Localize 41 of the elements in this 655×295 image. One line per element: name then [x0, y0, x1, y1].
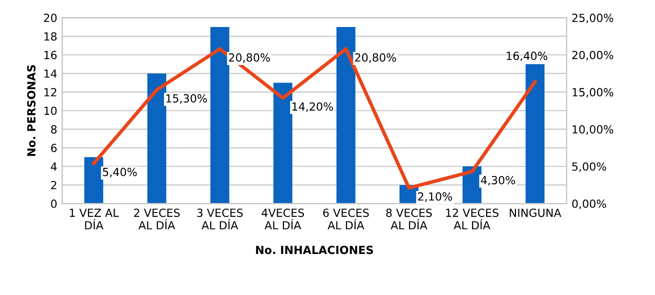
- data-label: 15,30%: [166, 94, 207, 104]
- bar: [273, 82, 292, 204]
- bar: [147, 73, 166, 204]
- x-axis-title: No. INHALACIONES: [256, 246, 373, 254]
- data-label: 16,40%: [506, 52, 548, 62]
- y-tick-label: 8: [51, 125, 57, 134]
- x-tick-label: 2 VECES AL DÍA: [134, 208, 180, 230]
- x-tick-label: 3 VECES AL DÍA: [197, 208, 243, 230]
- y-tick-label: 18: [44, 32, 57, 41]
- y-tick-label: 20: [44, 14, 57, 22]
- y2-tick-label: 20,00%: [572, 50, 614, 60]
- y-axis-title: No. PERSONAS: [27, 65, 36, 156]
- data-label: 20,80%: [228, 53, 270, 63]
- data-label: 20,80%: [355, 53, 396, 63]
- data-label: 4,30%: [480, 176, 516, 186]
- y-tick-label: 0: [51, 200, 57, 208]
- y-tick-label: 10: [44, 106, 57, 116]
- x-tick-label: NINGUNA: [510, 208, 562, 218]
- data-label: 5,40%: [102, 168, 137, 178]
- bar: [210, 26, 230, 204]
- x-tick-label: 12 VECES AL DÍA: [446, 208, 498, 230]
- y-tick-label: 12: [44, 88, 56, 96]
- y2-tick-label: 5,00%: [572, 162, 606, 172]
- data-label: 2,10%: [418, 192, 452, 202]
- y-tick-label: 14: [44, 70, 57, 78]
- bar: [336, 26, 356, 204]
- y-tick-label: 16: [44, 50, 57, 60]
- y-tick-label: 4: [50, 162, 57, 171]
- y-tick-label: 6: [51, 144, 57, 152]
- data-label: 14,20%: [292, 102, 333, 112]
- y2-tick-label: 25,00%: [572, 14, 614, 24]
- x-tick-label: 6 VECES AL DÍA: [323, 208, 369, 230]
- y-tick-label: 2: [51, 180, 56, 190]
- bar: [84, 157, 104, 204]
- y2-tick-label: 0,00%: [572, 200, 606, 210]
- x-tick-label: 8 VECES AL DÍA: [386, 208, 432, 230]
- x-tick-label: 4VECES AL DÍA: [262, 208, 304, 230]
- x-tick-label: 1 VEZ AL DÍA: [70, 208, 119, 230]
- y2-tick-label: 15,00%: [572, 88, 614, 98]
- bar: [526, 64, 545, 204]
- y2-tick-label: 10,00%: [572, 125, 614, 135]
